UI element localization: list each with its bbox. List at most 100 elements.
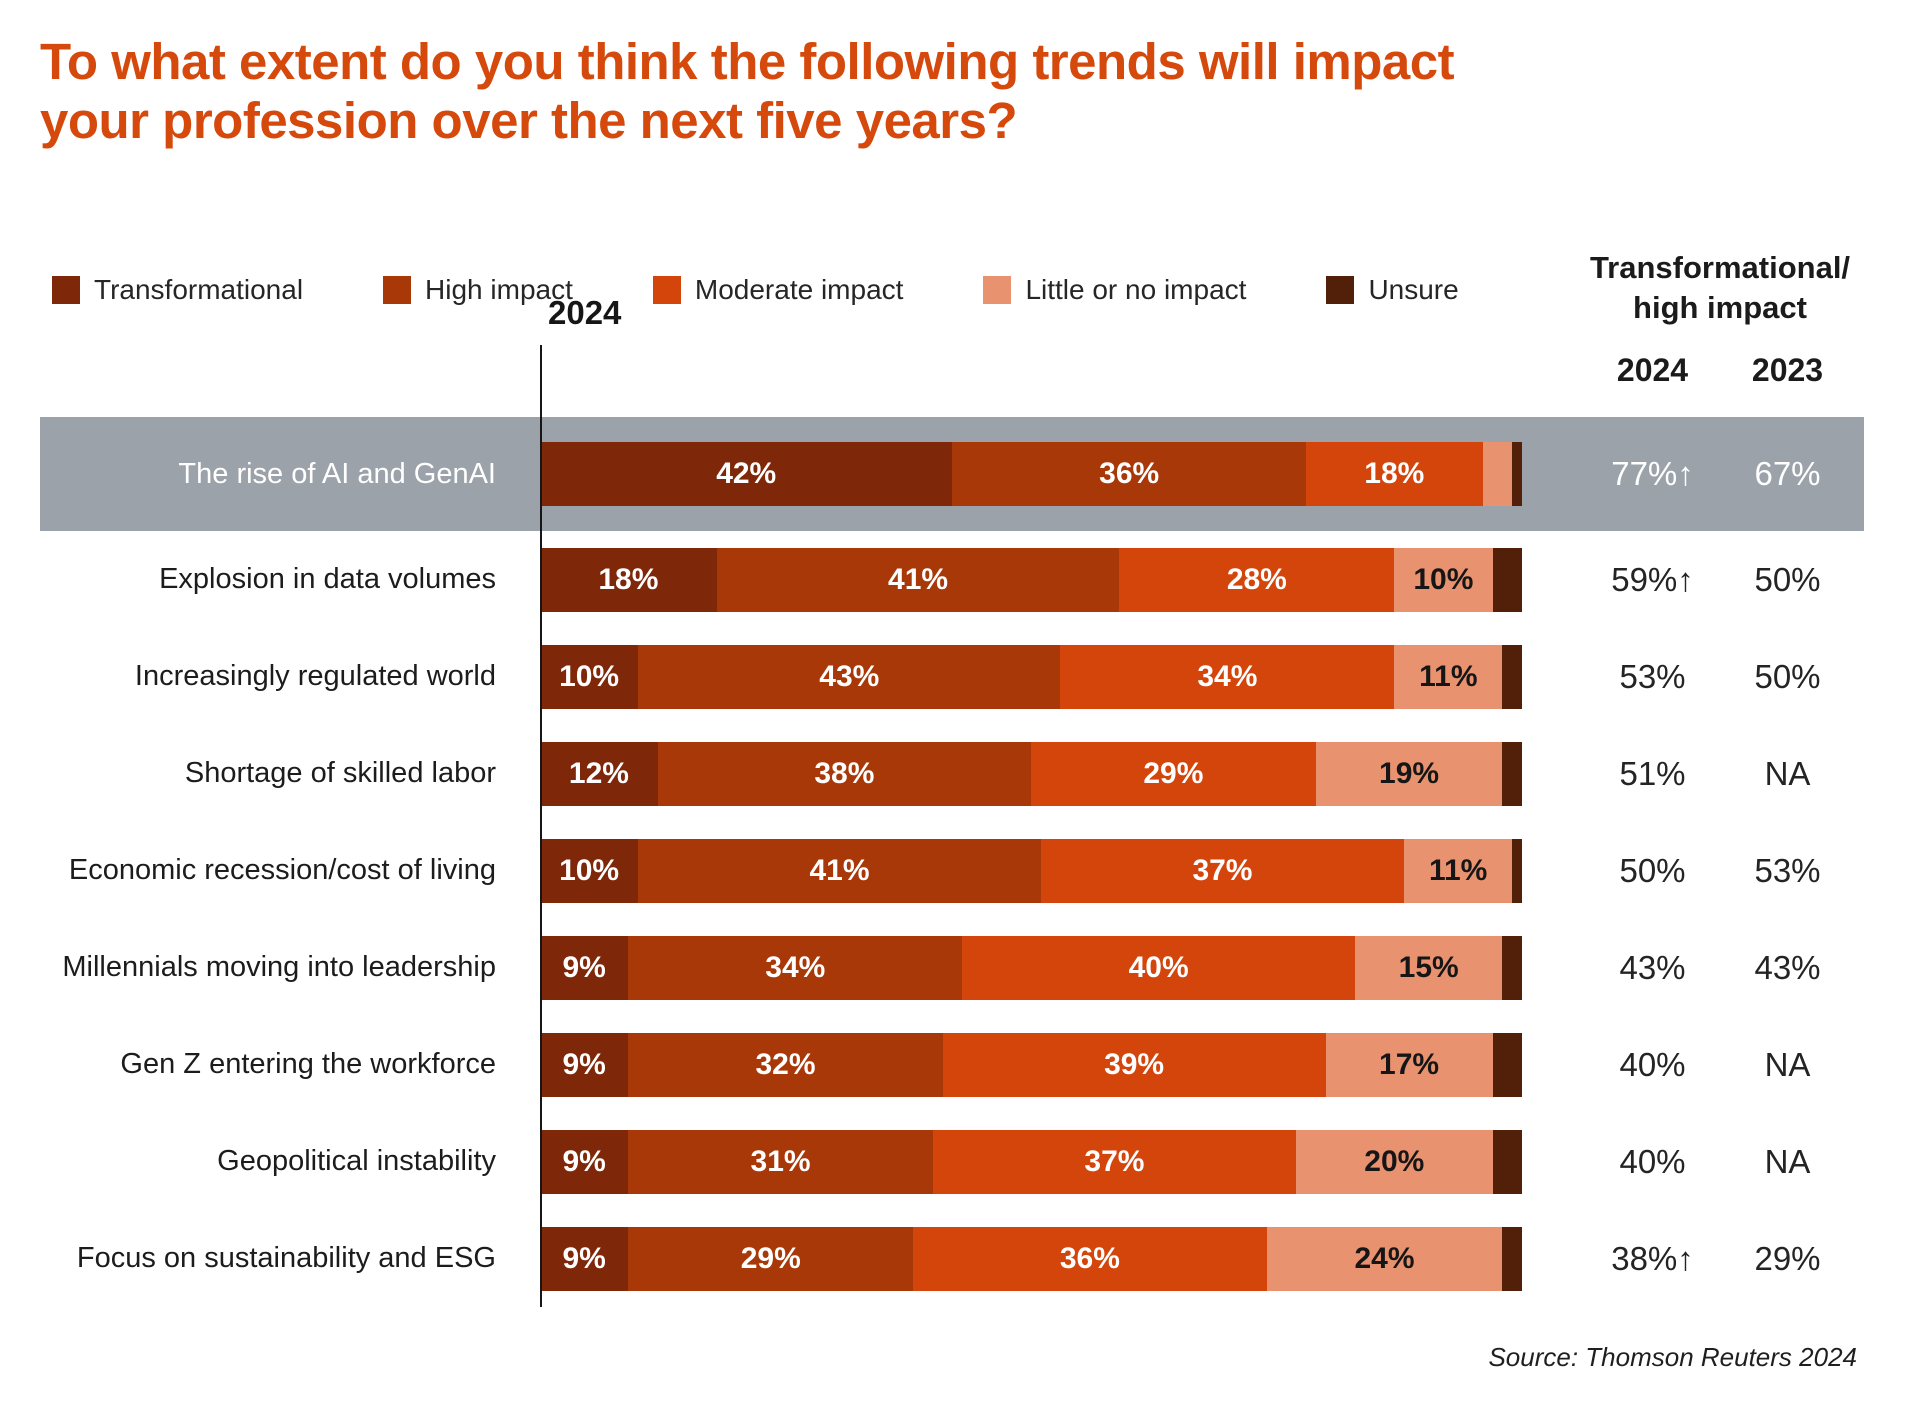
stacked-bar: 9% 29% 36% 24% [540,1226,1522,1291]
page-title: To what extent do you think the followin… [40,33,1455,150]
right-column-header-line1: Transformational/ [1589,250,1851,285]
stacked-bar: 18% 41% 28% 10% [540,547,1522,612]
value-2024: 50% [1619,851,1686,889]
row-category-label: Increasingly regulated world [134,660,496,692]
legend-item: Unsure [1326,274,1459,306]
chart-row: Millennials moving into leadership 9% 34%… [40,919,1864,1016]
value-2024: 59%↑ [1611,560,1694,598]
value-2023: 43% [1754,948,1821,986]
value-2023: NA [1764,1142,1811,1180]
legend-label: High impact [425,274,573,305]
chart-row: The rise of AI and GenAI 42% 36% 18% 77%↑ … [40,417,1864,531]
bar-segment-unsure [1492,1129,1522,1194]
bar-segment-moderate-impact: 29% [1030,741,1316,806]
chart-row: Geopolitical instability 9% 31% 37% 20% 40%… [40,1113,1864,1210]
bar-segment-unsure [1502,644,1522,709]
value-2024: 38%↑ [1611,1239,1694,1277]
value-2024: 53% [1619,657,1686,695]
legend-label: Transformational [94,274,304,305]
value-2024: 51% [1619,754,1686,792]
year-column-headers: 2024 2023 [1580,352,1870,389]
row-category-label: Gen Z entering the workforce [120,1048,496,1080]
chart-baseline-axis [540,345,542,1307]
bar-segment-transformational: 9% [540,1032,629,1097]
bar-segment-transformational: 12% [540,741,658,806]
bar-segment-unsure [1502,1226,1522,1291]
legend-swatch-icon [1326,276,1355,304]
value-2023: 29% [1754,1239,1821,1277]
value-2023: 67% [1754,455,1821,492]
bar-segment-transformational: 10% [540,838,639,903]
row-category-label: Millennials moving into leadership [62,951,496,983]
bar-segment-moderate-impact: 37% [1040,838,1405,903]
bar-segment-little-or-no-impact: 17% [1325,1032,1493,1097]
stacked-bar: 42% 36% 18% [540,442,1522,506]
chart-row: Gen Z entering the workforce 9% 32% 39% 17%… [40,1016,1864,1113]
row-category-label: Geopolitical instability [217,1145,496,1177]
row-category-label: Focus on sustainability and ESG [76,1242,496,1274]
year-column-2023: 2023 [1751,352,1824,388]
bar-segment-high-impact: 43% [638,644,1061,709]
row-category-label: Economic recession/cost of living [68,854,496,886]
bar-segment-little-or-no-impact [1482,442,1513,506]
bar-segment-transformational: 18% [540,547,717,612]
bar-segment-little-or-no-impact: 10% [1394,547,1493,612]
stacked-bar: 9% 32% 39% 17% [540,1032,1522,1097]
value-2023: 50% [1754,657,1821,695]
bar-segment-little-or-no-impact: 11% [1394,644,1503,709]
stacked-bar: 12% 38% 29% 19% [540,741,1522,806]
value-2023: NA [1764,1045,1811,1083]
bar-segment-moderate-impact: 39% [942,1032,1326,1097]
bar-segment-moderate-impact: 40% [962,935,1356,1000]
stacked-bar: 10% 41% 37% 11% [540,838,1522,903]
legend-swatch-icon [52,276,80,304]
right-column-header: Transformational/ high impact [1565,248,1875,329]
bar-segment-unsure [1512,838,1522,903]
bar-segment-moderate-impact: 36% [913,1226,1267,1291]
year-column-2024: 2024 [1616,352,1689,388]
legend-item: High impact [383,274,573,306]
legend-item: Transformational [52,274,303,306]
bar-segment-high-impact: 34% [628,935,963,1000]
bar-segment-transformational: 9% [540,1129,629,1194]
bar-segment-high-impact: 29% [628,1226,914,1291]
bar-segment-high-impact: 32% [628,1032,943,1097]
chart-row: Shortage of skilled labor 12% 38% 29% 19% 5… [40,725,1864,822]
legend-label: Little or no impact [1025,274,1247,305]
value-2024: 40% [1619,1142,1686,1180]
bar-segment-moderate-impact: 37% [932,1129,1297,1194]
value-2024: 43% [1619,948,1686,986]
bar-segment-high-impact: 31% [628,1129,933,1194]
stacked-bar: 10% 43% 34% 11% [540,644,1522,709]
bar-segment-little-or-no-impact: 24% [1266,1226,1503,1291]
chart-row: Economic recession/cost of living 10% 41%… [40,822,1864,919]
bar-segment-transformational: 10% [540,644,639,709]
bar-segment-high-impact: 41% [638,838,1041,903]
legend: Transformational High impact Moderate im… [52,274,1459,306]
bar-segment-transformational: 42% [540,442,953,506]
bar-segment-little-or-no-impact: 15% [1355,935,1503,1000]
bar-segment-unsure [1512,442,1522,506]
chart-rows: The rise of AI and GenAI 42% 36% 18% 77%↑ … [40,417,1864,1307]
bar-segment-unsure [1492,1032,1522,1097]
legend-swatch-icon [983,276,1012,304]
bar-segment-little-or-no-impact: 20% [1296,1129,1493,1194]
legend-swatch-icon [383,276,412,304]
bar-segment-moderate-impact: 28% [1119,547,1395,612]
bar-segment-transformational: 9% [540,935,629,1000]
bar-segment-unsure [1502,935,1522,1000]
value-2023: NA [1764,754,1811,792]
chart-row: Increasingly regulated world 10% 43% 34% 11… [40,628,1864,725]
legend-item: Little or no impact [983,274,1246,306]
legend-label: Moderate impact [694,274,904,305]
bar-segment-moderate-impact: 18% [1305,442,1483,506]
bar-segment-unsure [1502,741,1522,806]
value-2023: 50% [1754,560,1821,598]
legend-item: Moderate impact [652,274,904,306]
bar-segment-high-impact: 41% [716,547,1120,612]
stacked-bar: 9% 34% 40% 15% [540,935,1522,1000]
right-column-header-line2: high impact [1633,290,1807,326]
row-category-label: Explosion in data volumes [159,563,496,595]
value-2024: 40% [1619,1045,1686,1083]
legend-label: Unsure [1368,274,1459,305]
